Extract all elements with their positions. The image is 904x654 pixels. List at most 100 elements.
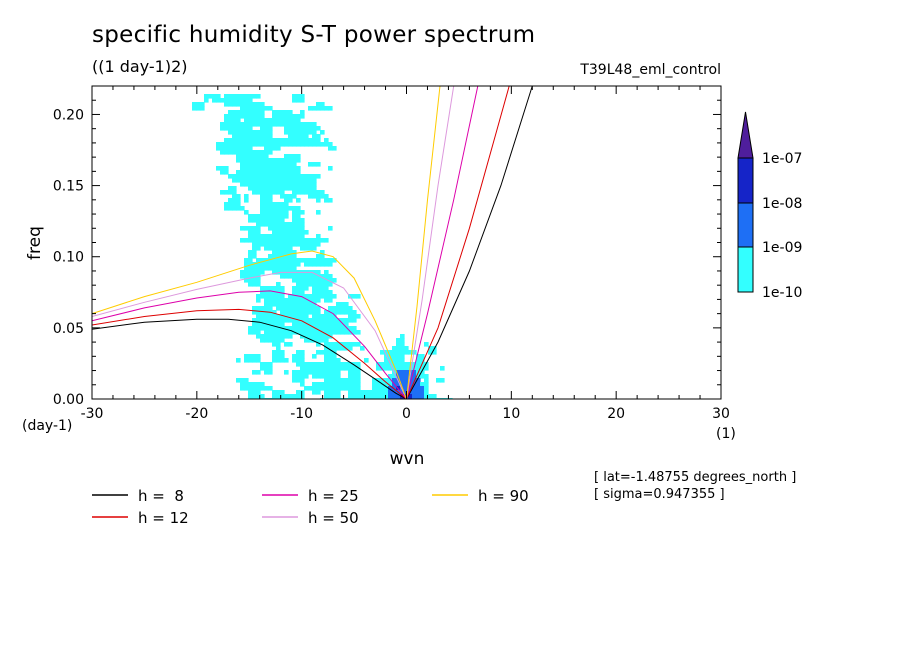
contour-cell [232, 102, 237, 107]
contour-cell [212, 94, 217, 99]
contour-cell [264, 158, 269, 163]
contour-cell [328, 306, 333, 311]
contour-cell [332, 278, 337, 283]
contour-cell [344, 330, 349, 335]
contour-cell [304, 362, 309, 367]
contour-cell [284, 242, 289, 247]
contour-cell [324, 198, 329, 203]
contour-cell [396, 354, 401, 359]
contour-cell [264, 166, 269, 171]
contour-cell [300, 210, 305, 215]
contour-cell [348, 382, 353, 387]
contour-cell [220, 166, 225, 171]
contour-cell [396, 362, 401, 367]
contour-cell [292, 182, 297, 187]
contour-cell [224, 118, 229, 123]
contour-cell [440, 378, 445, 383]
colorbar-label: 1e-09 [762, 240, 802, 256]
contour-cell [224, 202, 229, 207]
contour-cell [328, 146, 333, 151]
contour-cell [244, 114, 249, 119]
contour-cell [280, 226, 285, 231]
contour-cell [332, 326, 337, 331]
contour-cell [420, 354, 425, 359]
contour-cell [224, 122, 229, 127]
contour-cell [240, 226, 245, 231]
contour-cell [292, 370, 297, 375]
contour-cell [272, 230, 277, 235]
contour-cell [288, 230, 293, 235]
contour-cell [336, 366, 341, 371]
contour-cell [296, 262, 301, 267]
contour-cell [312, 190, 317, 195]
contour-cell [280, 314, 285, 319]
contour-cell [276, 318, 281, 323]
contour-cell [268, 166, 273, 171]
contour-cell [276, 350, 281, 355]
contour-cell [360, 346, 365, 351]
contour-cell [252, 274, 257, 279]
contour-cell [296, 314, 301, 319]
contour-cell [312, 278, 317, 283]
contour-cell [276, 246, 281, 251]
contour-cell [372, 382, 377, 387]
contour-cell [344, 322, 349, 327]
contour-cell [292, 142, 297, 147]
contour-cell [260, 306, 265, 311]
contour-cell [276, 142, 281, 147]
contour-cell [428, 346, 433, 351]
contour-cell [296, 138, 301, 143]
contour-cell [352, 390, 357, 395]
contour-cell [400, 378, 405, 383]
contour-cell [296, 222, 301, 227]
contour-cell [236, 150, 241, 155]
contour-cell [260, 110, 265, 115]
contour-cell [272, 294, 277, 299]
contour-cell [384, 362, 389, 367]
contour-cell [308, 370, 313, 375]
contour-cell [256, 234, 261, 239]
contour-cell [236, 114, 241, 119]
contour-cell [300, 110, 305, 115]
contour-cell [308, 190, 313, 195]
contour-cell [420, 358, 425, 363]
contour-cell [228, 114, 233, 119]
contour-cell [252, 106, 257, 111]
contour-cell [284, 210, 289, 215]
contour-cell [236, 378, 241, 383]
contour-cell [352, 370, 357, 375]
contour-cell [248, 122, 253, 127]
contour-cell [312, 306, 317, 311]
contour-cell [416, 374, 421, 379]
contour-cell [268, 106, 273, 111]
contour-cell [268, 122, 273, 127]
contour-cell [268, 222, 273, 227]
contour-cell [268, 194, 273, 199]
contour-cell [276, 138, 281, 143]
contour-cell [336, 330, 341, 335]
contour-cell [320, 262, 325, 267]
contour-cell [316, 198, 321, 203]
contour-cell [244, 166, 249, 171]
contour-cell [264, 134, 269, 139]
contour-cell [224, 146, 229, 151]
contour-cell [264, 210, 269, 215]
contour-cell [292, 166, 297, 171]
contour-cell [288, 122, 293, 127]
contour-cell [380, 390, 385, 395]
contour-cell [308, 138, 313, 143]
contour-cell [236, 142, 241, 147]
contour-cell [328, 318, 333, 323]
contour-cell [268, 150, 273, 155]
contour-cell [320, 334, 325, 339]
contour-cell [340, 382, 345, 387]
contour-cell [280, 138, 285, 143]
contour-cell [348, 310, 353, 315]
contour-cell [416, 358, 421, 363]
contour-cell [288, 302, 293, 307]
contour-cell [276, 338, 281, 343]
contour-cell [236, 94, 241, 99]
contour-cell [312, 382, 317, 387]
contour-cell [260, 138, 265, 143]
contour-cell [284, 158, 289, 163]
